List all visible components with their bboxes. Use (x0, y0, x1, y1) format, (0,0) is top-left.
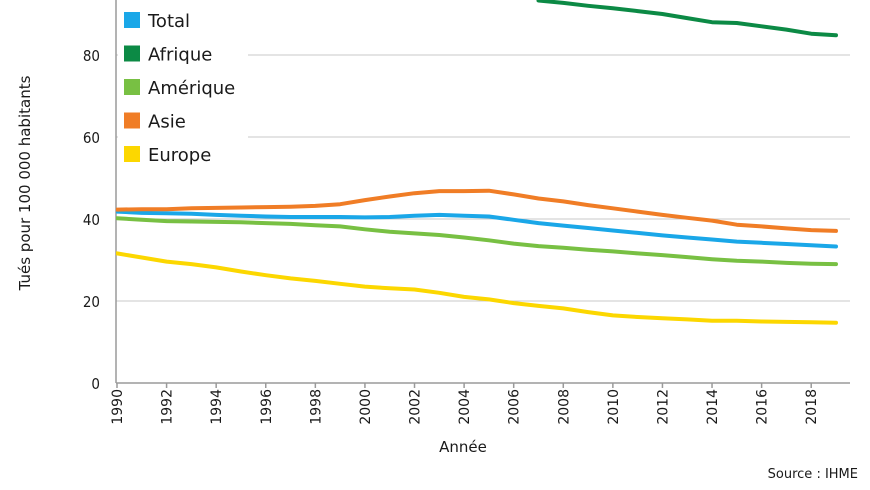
legend-label: Europe (148, 145, 211, 166)
x-axis-label: Année (439, 438, 487, 456)
legend-swatch (124, 112, 140, 129)
y-tick-label: 20 (83, 293, 100, 311)
series-line-europe (116, 251, 838, 325)
series-line-total (116, 209, 838, 249)
legend-label: Total (147, 11, 190, 32)
y-tick-label: 60 (83, 129, 100, 147)
legend-swatch (124, 12, 140, 28)
x-tick-label: 2014 (705, 389, 721, 425)
x-tick-label: 1996 (259, 389, 275, 425)
series-lines (116, 0, 838, 325)
x-tick-labels: 1990 1992 1994 1996 1998 2000 2002 2004 2006 2008… (110, 383, 820, 425)
legend-swatch (124, 146, 140, 162)
y-tick-label: 80 (83, 47, 100, 65)
x-tick-label: 2012 (655, 389, 671, 425)
x-tick-label: 2008 (556, 389, 572, 425)
legend-swatch (124, 79, 140, 95)
x-tick-label: 2010 (606, 389, 622, 425)
series-line-afrique (536, 0, 838, 38)
source-note: Source : IHME (768, 467, 858, 482)
y-tick-label: 40 (83, 211, 100, 229)
x-tick-label: 2000 (358, 389, 374, 425)
x-tick-label: 2018 (804, 389, 820, 425)
x-tick-label: 2002 (408, 389, 424, 425)
legend: Total Afrique Amérique Asie Europe (118, 2, 248, 170)
y-tick-label: 0 (91, 375, 100, 393)
legend-label: Afrique (148, 45, 212, 66)
y-axis-label: Tués pour 100 000 habitants (16, 75, 34, 291)
series-line-amérique (116, 216, 838, 267)
x-tick-label: 2006 (507, 389, 523, 425)
x-tick-label: 1990 (110, 389, 126, 425)
x-tick-label: 1994 (209, 389, 225, 425)
legend-label: Asie (148, 112, 186, 133)
legend-label: Amérique (148, 78, 235, 99)
x-tick-label: 1998 (308, 389, 324, 425)
y-tick-labels: 0 20 40 60 80 (83, 47, 100, 393)
legend-swatch (124, 45, 140, 62)
x-tick-label: 1992 (160, 389, 176, 425)
x-tick-label: 2004 (457, 389, 473, 425)
x-tick-label: 2016 (755, 389, 771, 425)
series-line-asie (116, 188, 838, 233)
